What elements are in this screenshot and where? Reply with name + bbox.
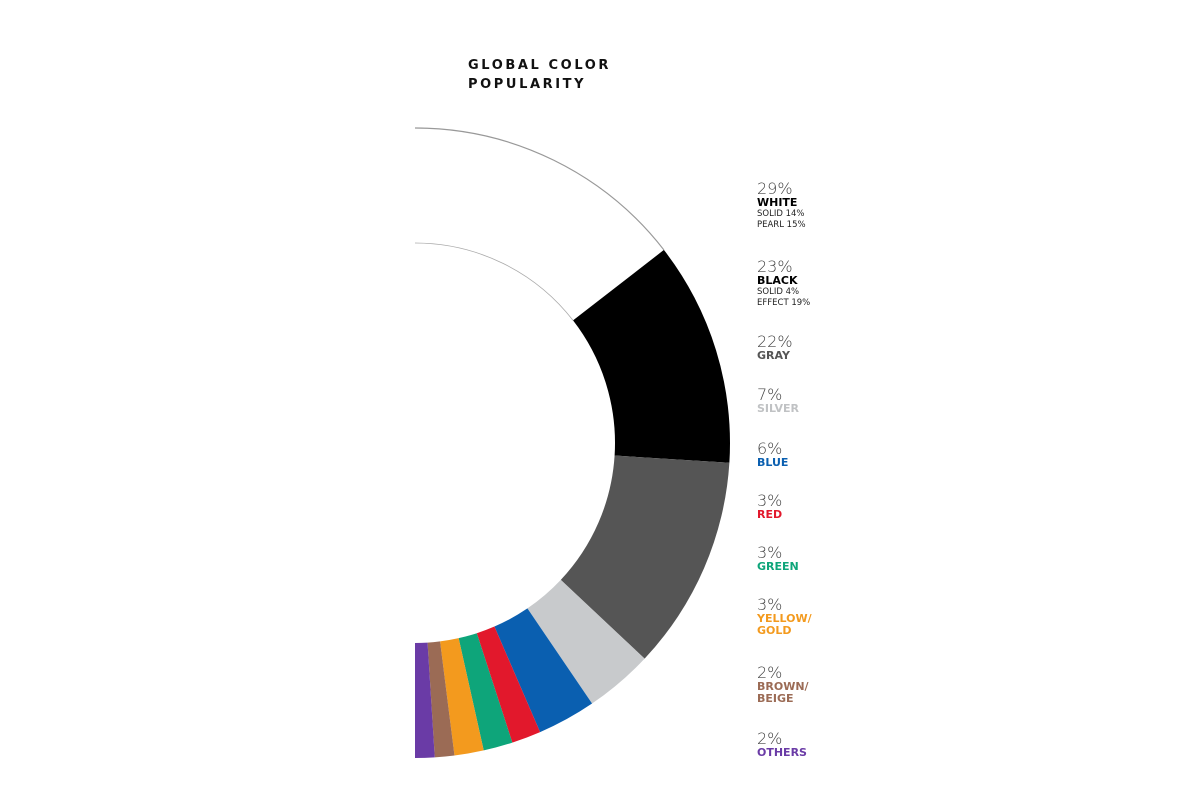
legend-label: BROWN/ (757, 680, 809, 693)
slice-red (476, 626, 541, 743)
legend-label: BLACK (757, 274, 798, 287)
legend-percent: 6% (757, 439, 783, 458)
slice-gray (560, 455, 730, 659)
legend-item-white: 29% WHITE SOLID 14% PEARL 15% (757, 180, 806, 231)
slice-silver (527, 579, 645, 704)
legend-item-green: 3% GREEN (757, 544, 799, 573)
legend-item-silver: 7% SILVER (757, 386, 799, 415)
legend-percent: 29% (757, 179, 793, 198)
slice-black (573, 249, 730, 463)
slice-white (415, 128, 664, 321)
legend-sub-value: EFFECT 19% (757, 298, 811, 308)
legend-item-others: 2% OTHERS (757, 730, 807, 759)
slice-green (458, 633, 513, 751)
legend-sub-value: SOLID 4% (757, 287, 800, 297)
legend-label: GREEN (757, 560, 799, 573)
legend-item-yellow-gold: 3% YELLOW/GOLD (757, 596, 812, 637)
legend-percent: 3% (757, 543, 783, 562)
slice-brown-beige (427, 641, 455, 758)
chart-title-line-1: GLOBAL COLOR (468, 58, 611, 73)
legend-sub-value: PEARL 15% (757, 220, 806, 230)
legend-percent: 23% (757, 257, 793, 276)
legend-percent: 7% (757, 385, 783, 404)
slice-others (415, 642, 435, 758)
chart-title-line-2: POPULARITY (468, 77, 587, 92)
legend-item-blue: 6% BLUE (757, 440, 788, 469)
legend-item-gray: 22% GRAY (757, 333, 793, 362)
legend-item-red: 3% RED (757, 492, 782, 521)
legend-percent: 2% (757, 663, 783, 682)
legend-item-brown-beige: 2% BROWN/BEIGE (757, 664, 809, 705)
white-slice-inner-outline (414, 242, 574, 321)
slice-yellow-gold (440, 638, 484, 756)
legend-label: BLUE (757, 456, 789, 469)
legend-sub-value: SOLID 14% (757, 209, 805, 219)
legend-label: SILVER (757, 402, 800, 415)
legend-label: WHITE (757, 196, 798, 209)
legend-label: BEIGE (757, 692, 794, 705)
legend-label: OTHERS (757, 746, 807, 759)
legend-item-black: 23% BLACK SOLID 4% EFFECT 19% (757, 258, 810, 309)
legend-label: YELLOW/ (757, 612, 812, 625)
legend-percent: 3% (757, 595, 783, 614)
legend-percent: 2% (757, 729, 783, 748)
legend-percent: 22% (757, 332, 793, 351)
white-slice-outer-outline (414, 127, 665, 251)
legend-label: GRAY (757, 349, 790, 362)
slice-blue (494, 608, 593, 733)
chart-title: GLOBAL COLOR POPULARITY (468, 56, 611, 94)
legend-percent: 3% (757, 491, 783, 510)
legend-label: RED (757, 508, 783, 521)
legend-label: GOLD (757, 624, 792, 637)
